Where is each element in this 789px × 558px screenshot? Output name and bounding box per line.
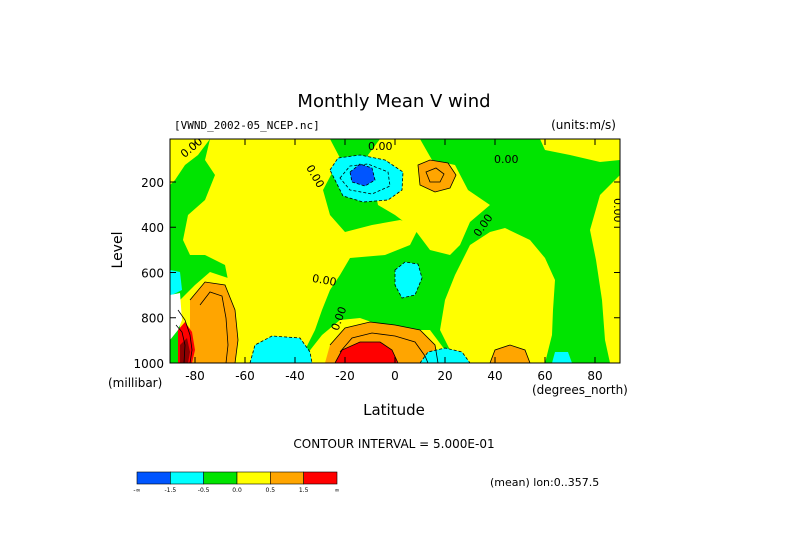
colorbar-swatch <box>136 471 171 485</box>
colorbar-label: 0.5 <box>266 487 276 494</box>
x-axis: -80 -60 -40 -20 0 20 40 60 80 <box>185 139 603 383</box>
x-tick-label: 80 <box>587 369 602 383</box>
units-label: (units:m/s) <box>551 118 616 132</box>
contour-line <box>249 335 313 363</box>
plot-area: 0.00 0.00 0.00 0.00 0.00 0.00 0.00 0.00 <box>169 138 624 364</box>
region-cyan-mid <box>395 262 422 298</box>
colorbar-swatch <box>303 471 338 485</box>
x-tick-label: 40 <box>487 369 502 383</box>
contour-line <box>329 154 404 203</box>
y-axis: 200 400 600 800 1000 <box>133 176 620 371</box>
chart-title: Monthly Mean V wind <box>297 91 490 112</box>
region-orange-nh-low <box>490 345 530 363</box>
x-axis-title: Latitude <box>363 401 425 419</box>
colorbar-label: -0.5 <box>198 487 210 494</box>
colorbar-label: 0.0 <box>232 487 242 494</box>
contour-line <box>329 321 439 363</box>
contour-label: 0.00 <box>311 272 337 289</box>
contour-line <box>339 332 429 363</box>
colorbar-label: -∞ <box>133 487 140 494</box>
colorbar: -∞ -1.5 -0.5 0.0 0.5 1.5 ∞ <box>133 471 340 494</box>
contour-lines <box>175 154 531 363</box>
contour-line <box>349 163 376 187</box>
y-axis-title: Level <box>110 232 126 269</box>
contour-label-right: 0.00 <box>611 198 624 223</box>
mean-note: (mean) lon:0..357.5 <box>490 476 599 489</box>
colorbar-swatch <box>170 471 204 485</box>
dataset-label: [VWND_2002-05_NCEP.nc] <box>174 119 320 132</box>
region-cyan-far-nh <box>552 352 572 363</box>
contour-interval: CONTOUR INTERVAL = 5.000E-01 <box>293 437 494 451</box>
colorbar-swatch <box>270 471 304 485</box>
y-tick-label: 400 <box>141 221 164 235</box>
contour-line <box>417 159 457 193</box>
region-yellow-left <box>183 139 420 363</box>
colorbar-label: 1.5 <box>299 487 309 494</box>
x-tick-label: -60 <box>235 369 255 383</box>
y-tick-label: 800 <box>141 312 164 326</box>
y-axis-units: (millibar) <box>108 376 162 390</box>
contour-line <box>199 291 229 363</box>
contour-label: 0.00 <box>494 153 519 166</box>
contour-line <box>175 324 186 363</box>
region-white-southpole <box>170 293 182 340</box>
contour-line <box>334 341 399 363</box>
colorbar-swatch <box>203 471 238 485</box>
region-cyan-southpole <box>170 270 182 295</box>
region-yellow-mid <box>368 139 490 255</box>
x-tick-label: -80 <box>185 369 205 383</box>
y-tick-label: 200 <box>141 176 164 190</box>
region-orange-nh-upper <box>418 160 456 192</box>
contour-line <box>419 347 471 363</box>
y-tick-label: 600 <box>141 266 164 280</box>
x-tick-label: -40 <box>285 369 305 383</box>
region-yellow-topright <box>540 139 620 162</box>
x-tick-label: 60 <box>537 369 552 383</box>
x-tick-label: -20 <box>335 369 355 383</box>
colorbar-label: ∞ <box>335 487 340 494</box>
region-red-eq <box>335 342 398 363</box>
contour-line <box>177 309 193 363</box>
y-tick-label: 1000 <box>133 357 164 371</box>
region-yellow-farright <box>590 175 620 363</box>
region-yellow-topleft <box>170 139 210 185</box>
contour-line <box>339 163 391 195</box>
contour-line <box>425 167 445 183</box>
contour-label: 0.00 <box>368 140 393 153</box>
x-axis-units: (degrees_north) <box>532 383 628 397</box>
x-tick-label: 20 <box>437 369 452 383</box>
region-yellow-right <box>440 228 555 363</box>
x-tick-label: 0 <box>391 369 399 383</box>
colorbar-swatch <box>236 471 271 485</box>
region-cyan-south-low <box>250 336 312 363</box>
region-cyan-nh-low <box>420 348 470 363</box>
contour-line <box>489 344 531 363</box>
region-blue-upper <box>350 164 375 186</box>
contour-line <box>189 281 239 363</box>
colorbar-label: -1.5 <box>164 487 176 494</box>
